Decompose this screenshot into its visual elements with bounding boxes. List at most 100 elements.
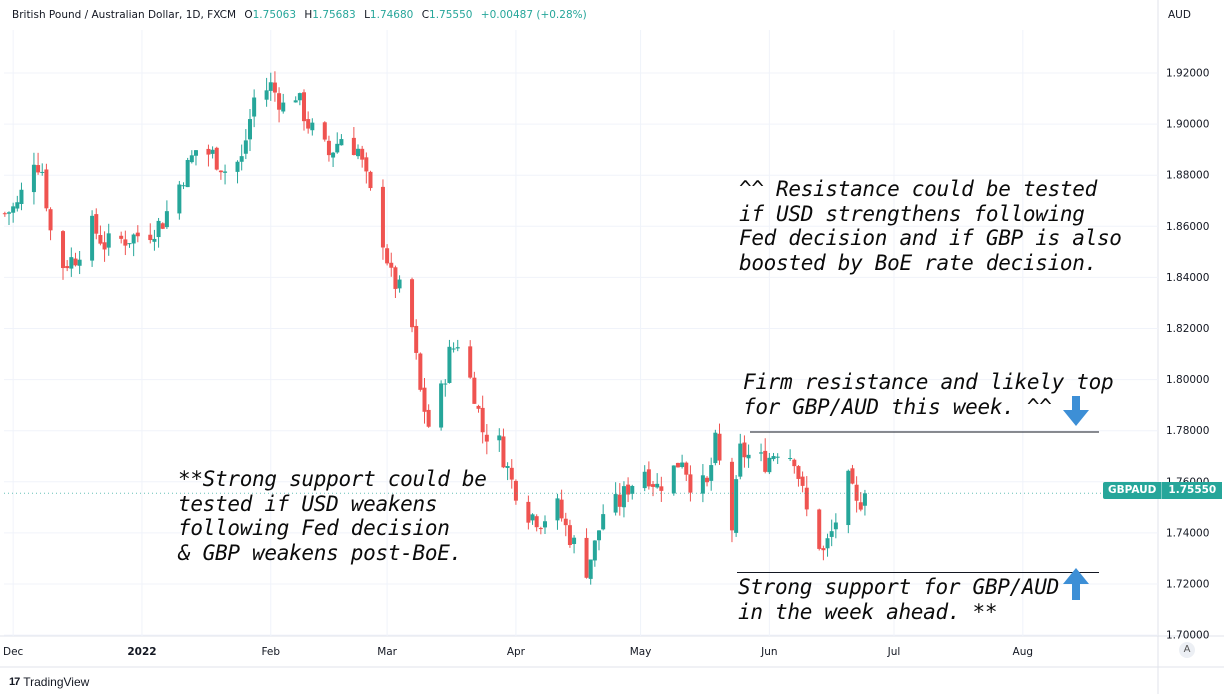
- candle-body: [264, 90, 269, 100]
- candle-body: [447, 346, 452, 383]
- candle-body: [775, 456, 780, 458]
- candle-body: [717, 433, 722, 461]
- currency-label: AUD: [1168, 9, 1191, 21]
- candle-body: [351, 137, 356, 156]
- candle-body: [829, 531, 834, 537]
- candle-body: [252, 97, 257, 117]
- candle-body: [218, 170, 223, 173]
- candle-body: [69, 257, 74, 269]
- y-tick-label: 1.80000: [1166, 374, 1209, 386]
- support-note: **Strong support could be tested if USD …: [178, 467, 487, 565]
- candle-body: [796, 466, 801, 479]
- candle-body: [659, 486, 664, 491]
- candle-body: [700, 475, 705, 494]
- candle-body: [397, 279, 402, 289]
- arrow-down-icon: [1063, 396, 1089, 426]
- candle-body: [160, 223, 165, 229]
- candle-body: [380, 186, 385, 248]
- candle-body: [293, 100, 298, 103]
- candle-body: [592, 540, 597, 561]
- x-tick-label: Aug: [1013, 646, 1034, 658]
- candle-body: [135, 232, 140, 237]
- change-value: +0.00487 (+0.28%): [480, 9, 587, 21]
- candle-body: [356, 148, 361, 157]
- candle-body: [746, 454, 751, 459]
- candle-body: [152, 238, 157, 242]
- candle-body: [277, 93, 282, 110]
- price-tag-value: 1.75550: [1161, 482, 1223, 499]
- candle-body: [322, 122, 327, 140]
- candle-body: [73, 258, 78, 266]
- candle-body: [94, 214, 99, 234]
- candle-body: [331, 152, 336, 158]
- candle-body: [156, 220, 161, 238]
- price-tag-symbol: GBPAUD: [1103, 482, 1162, 499]
- candle-body: [862, 493, 867, 506]
- low-value: 1.74680: [369, 9, 414, 21]
- price-axis: 1.92000 1.90000 1.88000 1.86000 1.84000 1.820…: [1166, 68, 1209, 642]
- candle-body: [476, 405, 481, 409]
- tradingview-branding[interactable]: 17 TradingView: [9, 675, 89, 689]
- candle-body: [410, 279, 415, 328]
- candle-body: [538, 528, 543, 530]
- candle-body: [563, 518, 568, 526]
- open-value: 1.75063: [252, 9, 297, 21]
- candle-body: [98, 235, 103, 244]
- candle-body: [526, 501, 531, 523]
- candle-body: [734, 479, 739, 533]
- candle-body: [584, 537, 589, 578]
- candle-body: [530, 514, 535, 521]
- candle-body: [393, 267, 398, 289]
- candle-body: [804, 487, 809, 510]
- close-label: C: [421, 9, 430, 21]
- candle-body: [297, 93, 302, 101]
- candle-body: [210, 149, 215, 154]
- candle-body: [418, 353, 423, 390]
- candle-body: [123, 239, 128, 246]
- candle-body: [825, 538, 830, 549]
- candle-body: [310, 122, 315, 131]
- candle-body: [729, 461, 734, 531]
- firm-resistance-label: Firm resistance and likely top for GBP/A…: [743, 370, 1114, 419]
- candle-body: [426, 409, 431, 427]
- candle-body: [439, 383, 444, 428]
- candle-body: [443, 383, 448, 385]
- candle-body: [555, 498, 560, 521]
- candle-body: [572, 537, 577, 545]
- candle-body: [61, 231, 66, 269]
- candle-body: [77, 259, 82, 266]
- candle-body: [767, 457, 772, 473]
- candle-body: [738, 443, 743, 477]
- candle-body: [102, 242, 107, 250]
- candle-body: [455, 347, 460, 349]
- candle-body: [688, 474, 693, 493]
- arrow-up-icon: [1063, 568, 1089, 600]
- y-tick-label: 1.88000: [1166, 170, 1209, 182]
- candle-body: [675, 462, 680, 468]
- x-tick-label: Dec: [3, 646, 24, 658]
- candle-body: [31, 164, 36, 193]
- candle-body: [148, 234, 153, 241]
- candle-body: [272, 82, 277, 93]
- candle-body: [36, 165, 41, 173]
- candle-body: [559, 499, 564, 519]
- auto-scale-button[interactable]: A: [1179, 642, 1195, 658]
- price-levels: [737, 431, 1099, 574]
- candle-body: [235, 161, 240, 172]
- candle-body: [185, 160, 190, 188]
- candle-body: [206, 148, 211, 155]
- candle-body: [239, 156, 244, 162]
- last-price-tag: GBPAUD 1.75550: [1103, 482, 1223, 499]
- x-tick-label: 2022: [127, 646, 156, 658]
- candle-body: [193, 150, 198, 156]
- candle-body: [655, 483, 660, 488]
- candle-body: [451, 348, 456, 350]
- time-axis: Dec 2022 Feb Mar Apr May Jun Jul Aug: [3, 646, 1033, 658]
- candle-body: [646, 469, 651, 487]
- candle-body: [588, 559, 593, 579]
- x-tick-label: Apr: [507, 646, 526, 658]
- x-tick-label: Jun: [760, 646, 777, 658]
- candle-body: [759, 452, 764, 454]
